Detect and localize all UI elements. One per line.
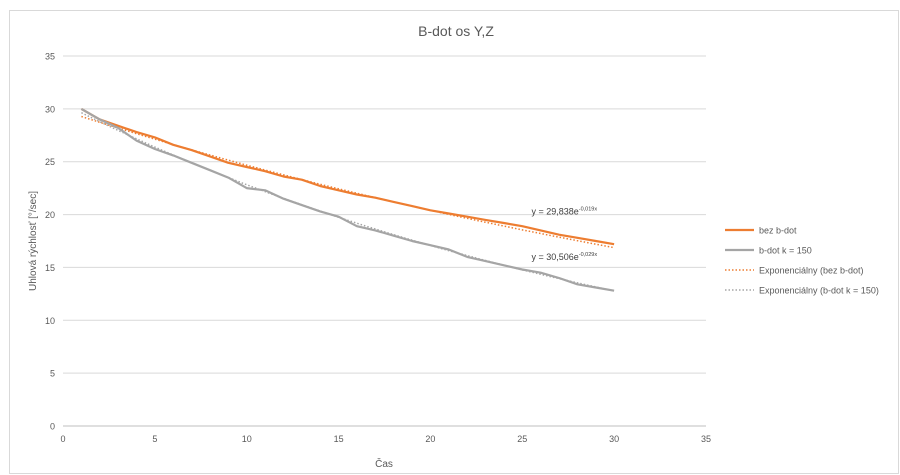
y-tick-label: 25 (45, 157, 55, 167)
legend: bez b-dot b-dot k = 150 Exponenciálny (bez… (725, 226, 879, 296)
x-tick-label: 20 (425, 434, 435, 444)
y-tick-label: 20 (45, 210, 55, 220)
x-tick-label: 15 (334, 434, 344, 444)
x-tick-label: 5 (152, 434, 157, 444)
y-axis-label: Uhlová rýchlosť [°/sec] (28, 191, 39, 291)
trendline-equations: y = 29,838e-0,019x y = 30,506e-0,029x (531, 207, 597, 262)
trendline (81, 115, 615, 249)
trendline-equation: y = 30,506e-0,029x (531, 252, 597, 262)
x-tick-label: 35 (701, 434, 711, 444)
series-line (80, 107, 615, 246)
y-tick-label: 30 (45, 104, 55, 114)
series-lines (80, 107, 615, 292)
legend-label: bez b-dot (759, 226, 797, 236)
x-tick-label: 30 (609, 434, 619, 444)
legend-label: Exponenciálny (b-dot k = 150) (759, 286, 879, 296)
y-tick-label: 15 (45, 263, 55, 273)
gridlines (63, 55, 706, 427)
y-tick-label: 5 (50, 369, 55, 379)
y-tick-label: 35 (45, 52, 55, 62)
legend-label: Exponenciálny (bez b-dot) (759, 266, 864, 276)
x-tick-label: 10 (242, 434, 252, 444)
trendline-equation: y = 29,838e-0,019x (531, 207, 597, 217)
x-axis-ticks: 0 5 10 15 20 25 30 35 (60, 434, 711, 444)
x-tick-label: 25 (517, 434, 527, 444)
x-tick-label: 0 (60, 434, 65, 444)
series-line (80, 107, 615, 292)
y-axis-ticks: 0 5 10 15 20 25 30 35 (45, 52, 55, 432)
chart-frame (9, 10, 899, 474)
y-tick-label: 10 (45, 316, 55, 326)
legend-label: b-dot k = 150 (759, 246, 812, 256)
y-tick-label: 0 (50, 422, 55, 432)
chart-title: B-dot os Y,Z (418, 23, 494, 39)
x-axis-label: Čas (375, 457, 393, 470)
